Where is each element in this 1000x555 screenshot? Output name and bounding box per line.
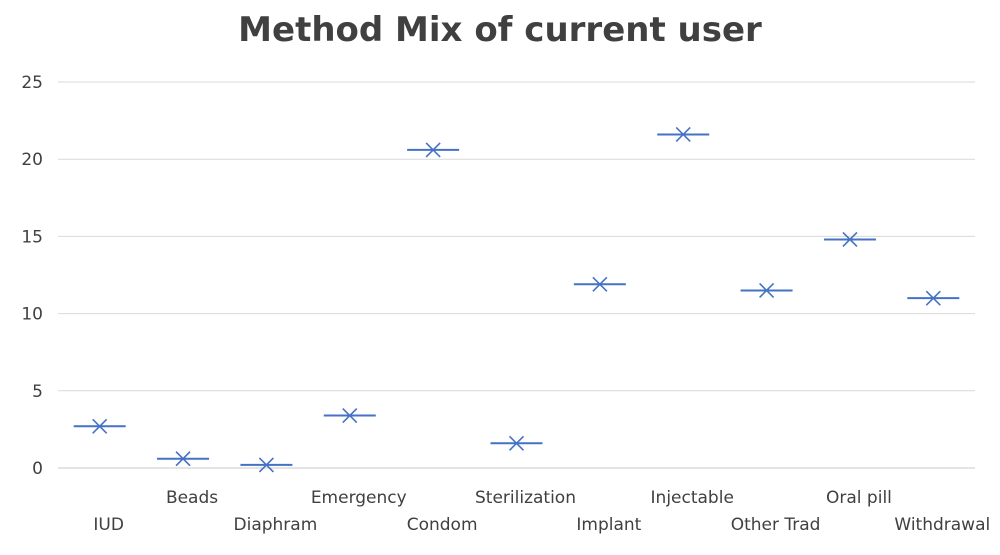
y-tick-label: 10 xyxy=(21,305,43,325)
y-tick-label: 5 xyxy=(32,382,43,402)
data-point xyxy=(740,282,793,299)
data-point xyxy=(407,142,460,158)
y-tick-label: 0 xyxy=(32,459,43,479)
chart-title: Method Mix of current user xyxy=(238,10,762,50)
x-tick-label: Injectable xyxy=(651,488,734,508)
data-point xyxy=(657,126,710,143)
data-point xyxy=(157,451,210,467)
x-tick-label: Sterilization xyxy=(475,488,576,508)
y-tick-label: 20 xyxy=(21,150,43,170)
x-tick-label: Beads xyxy=(166,488,218,508)
x-tick-label: Condom xyxy=(407,515,478,535)
data-point xyxy=(823,231,876,248)
data-point xyxy=(490,435,543,451)
data-point xyxy=(240,457,293,473)
x-tick-label: Diaphram xyxy=(234,515,318,535)
x-tick-label: Other Trad xyxy=(731,515,821,535)
x-tick-label: Withdrawal xyxy=(894,515,990,535)
data-point xyxy=(573,276,626,292)
y-axis-tick-labels: 0 5 10 15 20 25 xyxy=(21,73,43,479)
x-tick-label: IUD xyxy=(93,515,124,535)
gridlines xyxy=(58,81,975,469)
data-points xyxy=(73,126,960,473)
x-tick-label: Emergency xyxy=(311,488,407,508)
y-tick-label: 25 xyxy=(21,73,43,93)
data-point xyxy=(907,290,960,306)
data-point xyxy=(73,418,126,434)
x-tick-label: Oral pill xyxy=(826,488,892,508)
y-tick-label: 15 xyxy=(21,227,43,247)
data-point xyxy=(323,407,376,424)
x-tick-label: Implant xyxy=(576,515,641,535)
